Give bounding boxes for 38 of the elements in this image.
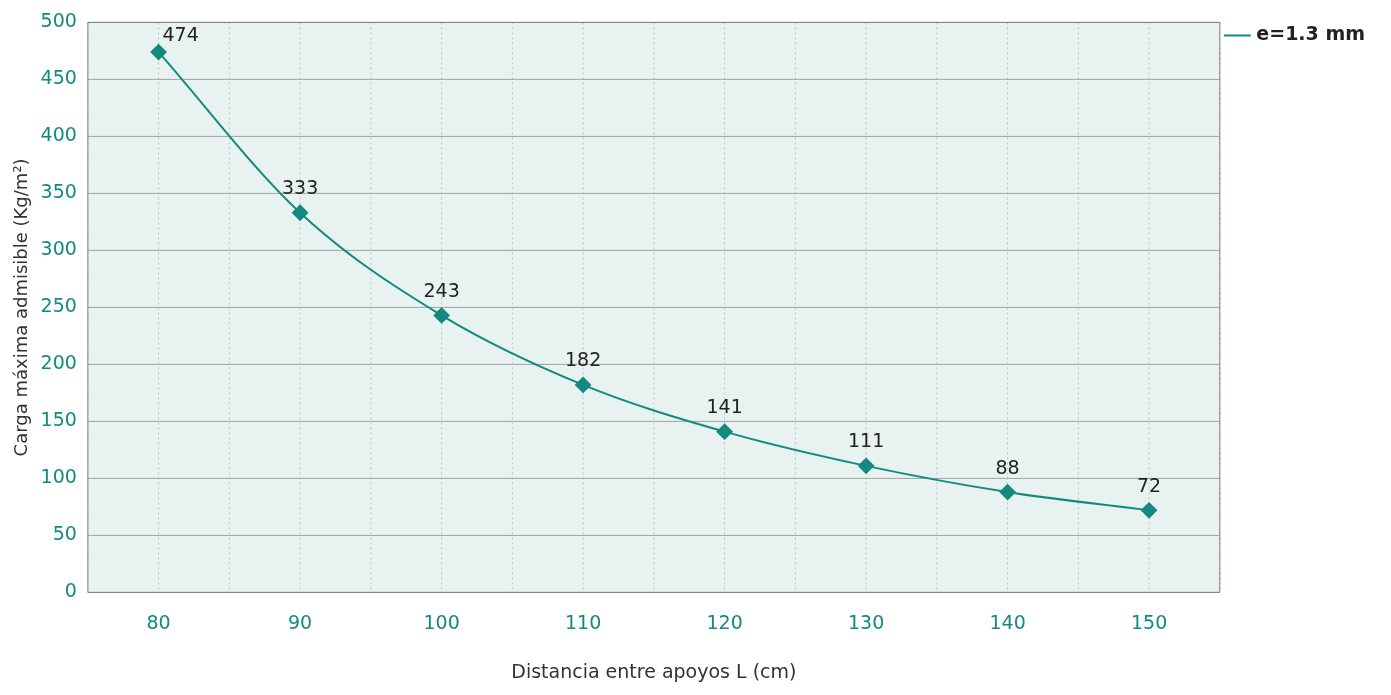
x-tick-label: 130 xyxy=(847,610,885,633)
point xyxy=(1141,502,1158,519)
data-label: 72 xyxy=(1136,473,1162,496)
x-tick-label: 140 xyxy=(989,610,1026,633)
x-tick-label: 80 xyxy=(146,610,171,633)
point xyxy=(433,307,450,324)
y-tick-label: 350 xyxy=(40,180,77,203)
point xyxy=(999,484,1016,501)
y-tick-label: 300 xyxy=(40,237,77,260)
point xyxy=(575,376,592,393)
x-tick-label: 90 xyxy=(288,610,313,633)
legend-label: e=1.3 mm xyxy=(1256,22,1366,45)
data-label: 182 xyxy=(564,348,602,371)
y-tick-label: 250 xyxy=(40,294,77,317)
point xyxy=(716,423,733,440)
y-tick-label: 500 xyxy=(40,9,77,32)
y-tick-label: 0 xyxy=(64,579,77,602)
y-tick-label: 400 xyxy=(40,123,77,146)
data-label: 243 xyxy=(423,278,460,301)
y-tick-label: 100 xyxy=(40,465,77,488)
point xyxy=(858,457,875,474)
y-tick-label: 150 xyxy=(40,408,77,431)
point xyxy=(150,44,167,61)
data-label: 111 xyxy=(847,429,885,452)
data-label: 141 xyxy=(706,395,743,418)
data-label: 88 xyxy=(995,455,1020,478)
data-label: 474 xyxy=(162,23,199,46)
x-tick-label: 120 xyxy=(706,610,743,633)
x-tick-label: 110 xyxy=(564,610,602,633)
x-axis-title: Distancia entre apoyos L (cm) xyxy=(511,659,797,682)
x-tick-label: 150 xyxy=(1130,610,1168,633)
y-tick-label: 50 xyxy=(52,522,77,545)
y-tick-label: 450 xyxy=(40,66,77,89)
data-label: 333 xyxy=(281,176,319,199)
x-tick-label: 100 xyxy=(423,610,460,633)
y-tick-label: 200 xyxy=(40,351,77,374)
point xyxy=(292,204,309,221)
y-axis-title: Carga máxima admisible (Kg/m²) xyxy=(10,158,32,457)
